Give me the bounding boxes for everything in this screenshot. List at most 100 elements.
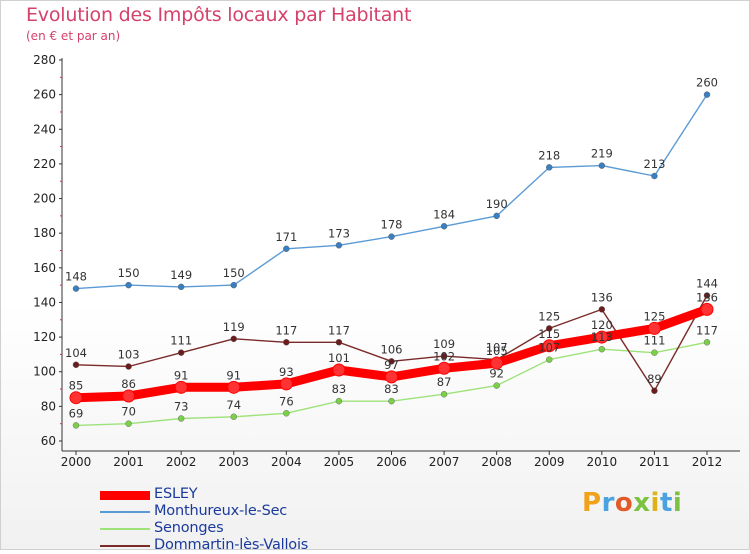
data-point-esley [279, 377, 293, 391]
data-label-dommartin-les-vallois: 119 [223, 320, 245, 334]
data-label-senonges: 76 [279, 394, 294, 408]
data-label-esley: 120 [591, 318, 613, 332]
y-tick-label: 200 [33, 192, 56, 206]
data-point-dommartin-les-vallois [125, 363, 132, 370]
data-label-monthureux-le-sec: 150 [223, 266, 245, 280]
data-point-monthureux-le-sec [177, 283, 185, 291]
data-label-esley: 136 [696, 290, 718, 304]
data-point-monthureux-le-sec [125, 281, 132, 289]
data-label-esley: 91 [174, 368, 189, 382]
data-point-esley [332, 363, 346, 377]
data-label-dommartin-les-vallois: 106 [381, 342, 403, 356]
data-label-dommartin-les-vallois: 89 [647, 372, 662, 386]
data-point-dommartin-les-vallois [598, 306, 606, 313]
data-label-esley: 93 [279, 365, 294, 379]
data-label-monthureux-le-sec: 184 [433, 207, 455, 221]
legend-label-senonges: Senonges [154, 520, 224, 536]
data-point-senonges [440, 391, 448, 398]
chart-title: Evolution des Impôts locaux par Habitant [26, 4, 412, 26]
data-label-monthureux-le-sec: 218 [538, 148, 560, 162]
chart-legend: ESLEY Monthureux-le-Sec Senonges Dommart… [100, 486, 360, 554]
legend-swatch-esley [100, 490, 150, 500]
x-tick-label: 2007 [429, 455, 460, 469]
proxiti-logo: Proxiti [582, 488, 682, 518]
data-point-senonges [493, 382, 500, 389]
legend-label-dommartin: Dommartin-lès-Vallois [154, 537, 309, 553]
data-label-esley: 86 [121, 377, 136, 391]
logo-letter: i [650, 488, 660, 518]
data-point-dommartin-les-vallois [651, 387, 658, 394]
data-point-esley [227, 380, 241, 394]
data-label-esley: 125 [643, 309, 665, 323]
data-point-monthureux-le-sec [388, 233, 395, 240]
data-label-monthureux-le-sec: 150 [118, 266, 140, 280]
data-point-senonges [598, 346, 606, 353]
legend-swatch-monthureux [100, 510, 150, 513]
data-label-esley: 97 [384, 358, 399, 372]
logo-letter: x [633, 488, 651, 518]
data-label-monthureux-le-sec: 148 [65, 270, 87, 284]
data-point-esley [437, 361, 451, 375]
data-point-dommartin-les-vallois [703, 292, 711, 299]
legend-swatch-senonges [100, 527, 150, 530]
logo-letter: o [614, 488, 634, 518]
data-point-esley [69, 391, 83, 405]
x-tick-label: 2008 [481, 455, 512, 469]
y-tick-label: 220 [33, 157, 56, 171]
logo-letter: i [672, 488, 683, 518]
data-point-monthureux-le-sec [230, 281, 237, 289]
data-point-dommartin-les-vallois [546, 325, 553, 332]
legend-label-esley: ESLEY [154, 486, 198, 502]
y-tick-label: 100 [33, 365, 56, 379]
data-label-senonges: 92 [489, 367, 504, 381]
data-point-monthureux-le-sec [703, 91, 711, 98]
legend-item-dommartin: Dommartin-lès-Vallois [100, 537, 360, 554]
data-label-esley: 115 [538, 327, 560, 341]
data-point-dommartin-les-vallois [335, 339, 343, 346]
data-point-dommartin-les-vallois [283, 339, 290, 346]
data-label-senonges: 70 [121, 405, 136, 419]
logo-letter: P [582, 488, 602, 518]
data-point-esley [700, 302, 714, 316]
legend-item-monthureux: Monthureux-le-Sec [100, 503, 360, 520]
x-tick-label: 2005 [324, 455, 355, 469]
x-tick-label: 2012 [692, 455, 723, 469]
data-point-monthureux-le-sec [493, 212, 500, 220]
data-label-esley: 85 [69, 379, 84, 393]
data-point-esley [647, 321, 661, 335]
data-label-monthureux-le-sec: 190 [486, 197, 508, 211]
data-label-monthureux-le-sec: 149 [170, 268, 192, 282]
data-label-monthureux-le-sec: 171 [275, 230, 297, 244]
data-point-monthureux-le-sec [72, 285, 80, 292]
data-label-dommartin-les-vallois: 109 [433, 337, 455, 351]
y-tick-label: 180 [33, 226, 56, 240]
data-point-monthureux-le-sec [546, 164, 553, 171]
x-tick-label: 2006 [376, 455, 407, 469]
logo-letter: t [659, 488, 673, 518]
legend-label-monthureux: Monthureux-le-Sec [154, 503, 288, 519]
data-point-senonges [703, 339, 711, 346]
legend-item-esley: ESLEY [100, 486, 360, 503]
chart-subtitle: (en € et par an) [26, 29, 121, 43]
data-label-esley: 102 [433, 349, 455, 363]
data-label-dommartin-les-vallois: 125 [538, 309, 560, 323]
data-point-monthureux-le-sec [440, 223, 448, 230]
data-label-dommartin-les-vallois: 144 [696, 277, 718, 291]
data-point-dommartin-les-vallois [388, 358, 395, 365]
data-label-monthureux-le-sec: 173 [328, 226, 350, 240]
data-label-dommartin-les-vallois: 117 [328, 323, 350, 337]
data-label-monthureux-le-sec: 260 [696, 76, 718, 90]
data-label-senonges: 83 [384, 382, 399, 396]
data-point-esley [174, 380, 188, 394]
data-point-senonges [546, 356, 553, 363]
data-point-dommartin-les-vallois [177, 349, 185, 356]
data-point-monthureux-le-sec [283, 245, 290, 252]
y-tick-label: 120 [33, 330, 56, 344]
data-label-senonges: 69 [69, 406, 84, 420]
y-tick-label: 240 [33, 122, 56, 136]
y-tick-label: 280 [33, 53, 56, 67]
y-tick-label: 260 [33, 88, 56, 102]
data-label-senonges: 74 [226, 398, 241, 412]
